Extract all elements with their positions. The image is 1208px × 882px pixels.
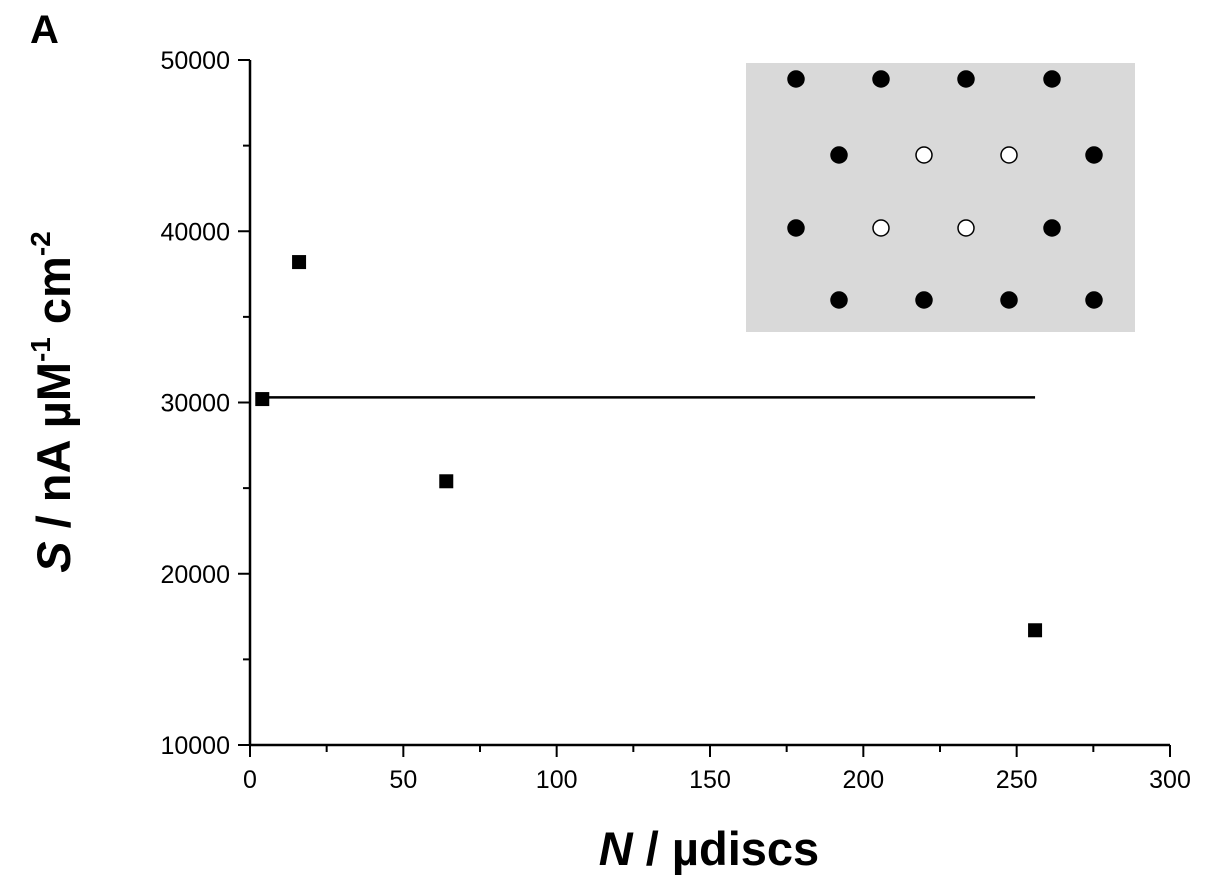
plot-area	[255, 255, 1043, 638]
inset-disc-filled	[787, 219, 805, 237]
inset-background	[746, 63, 1135, 332]
x-axis-symbol: N	[599, 822, 634, 875]
y-axis-sup-1: -1	[25, 337, 56, 362]
inset-disc-filled	[1043, 70, 1061, 88]
inset-disc-open	[872, 219, 890, 237]
inset-disc-filled	[1000, 291, 1018, 309]
data-point	[292, 255, 307, 270]
y-axis-unit-1: / nA µM	[27, 362, 80, 541]
x-tick-label: 300	[1149, 766, 1191, 794]
y-axis: 10000 20000 30000 40000 50000	[160, 47, 252, 760]
x-axis-title: N / µdiscs	[599, 822, 819, 875]
data-point	[439, 474, 454, 489]
inset-diagram	[746, 63, 1135, 332]
inset-disc-filled	[830, 146, 848, 164]
y-tick-label: 40000	[160, 218, 230, 246]
x-tick-label: 200	[842, 766, 884, 794]
data-point	[255, 392, 270, 407]
y-axis-title: S / nA µM-1 cm-2	[25, 231, 80, 573]
inset-disc-filled	[1085, 291, 1103, 309]
x-axis: 0 50 100 150 200 250 300	[243, 743, 1191, 794]
x-tick-label: 250	[996, 766, 1038, 794]
y-axis-symbol: S	[27, 541, 80, 572]
y-tick-label: 50000	[160, 47, 230, 75]
panel-label: A	[30, 8, 59, 52]
y-axis-sup-2: -2	[25, 231, 56, 256]
inset-disc-open	[957, 219, 975, 237]
y-tick-label: 30000	[160, 390, 230, 418]
inset-disc-filled	[872, 70, 890, 88]
x-tick-label: 0	[243, 766, 257, 794]
x-tick-label: 50	[389, 766, 417, 794]
inset-disc-filled	[1085, 146, 1103, 164]
inset-disc-filled	[957, 70, 975, 88]
inset-disc-open	[915, 146, 933, 164]
inset-disc-filled	[915, 291, 933, 309]
y-tick-label: 10000	[160, 732, 230, 760]
y-axis-unit-2: cm	[27, 256, 80, 337]
data-point	[1028, 623, 1043, 638]
inset-disc-open	[1000, 146, 1018, 164]
x-tick-label: 100	[536, 766, 578, 794]
x-axis-unit: / µdiscs	[633, 822, 819, 875]
y-tick-label: 20000	[160, 561, 230, 589]
inset-disc-filled	[830, 291, 848, 309]
inset-disc-filled	[787, 70, 805, 88]
inset-disc-filled	[1043, 219, 1061, 237]
x-tick-label: 150	[689, 766, 731, 794]
